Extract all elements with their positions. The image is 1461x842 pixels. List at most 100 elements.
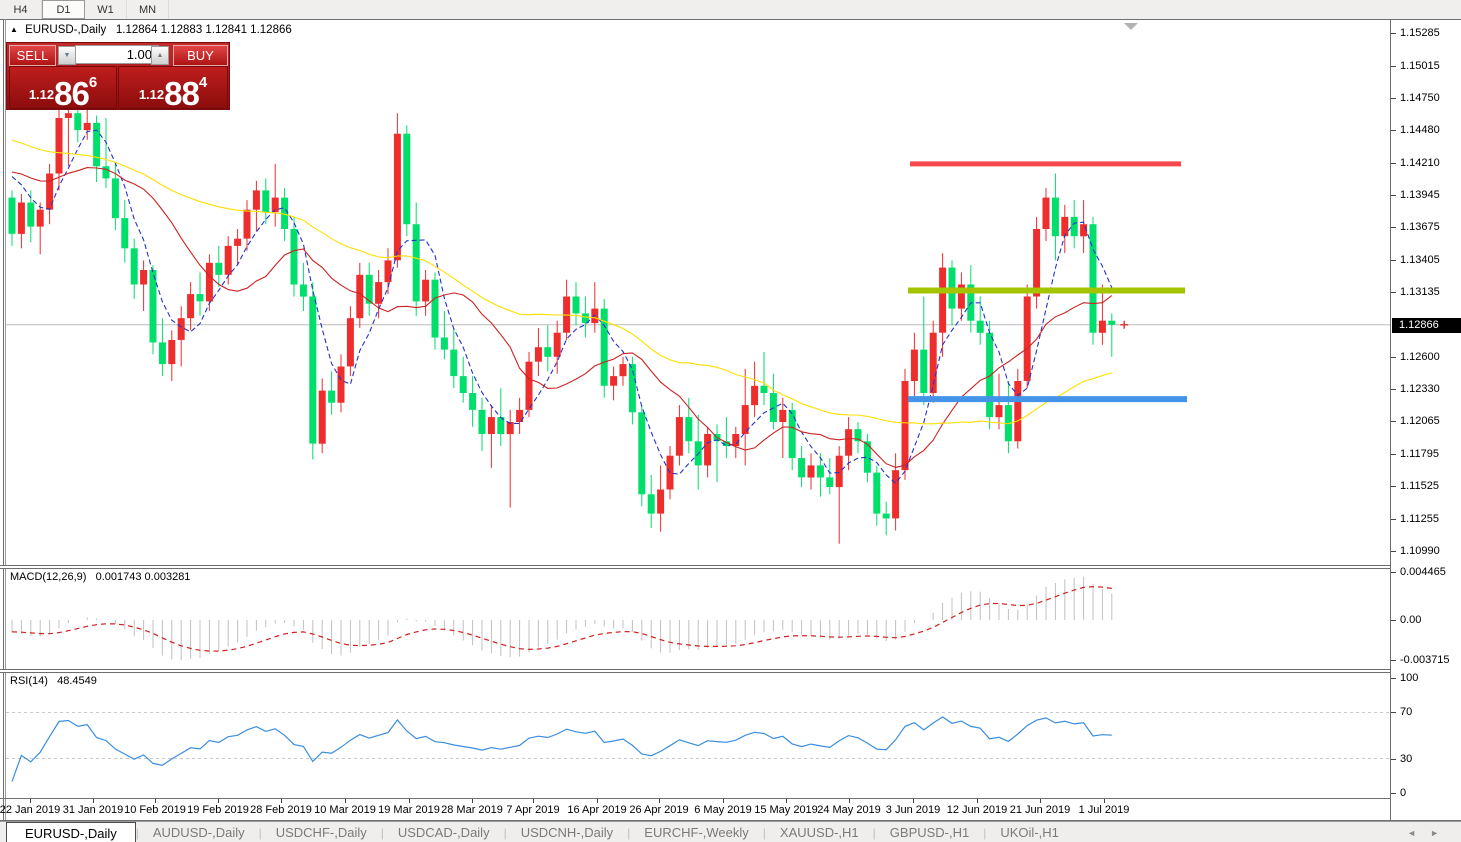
rsi-chart-canvas <box>6 712 1390 782</box>
candlestick-chart-canvas <box>6 101 1390 544</box>
chart-tab-usdcnh[interactable]: USDCNH-,Daily <box>520 825 614 840</box>
date-tick-label: 28 Feb 2019 <box>250 804 312 816</box>
price-scale[interactable]: 1.15285 1.15015 1.14750 1.14480 1.14210 1.139… <box>1390 20 1461 820</box>
date-tick-label: 24 May 2019 <box>817 804 881 816</box>
scroll-to-end-marker-icon[interactable] <box>1124 23 1138 30</box>
chart-tab-gbpusd[interactable]: GBPUSD-,H1 <box>889 825 970 840</box>
date-tick-label: 22 Jan 2019 <box>0 804 61 816</box>
tick-mark <box>1391 195 1396 196</box>
date-tick-label: 26 Apr 2019 <box>629 804 689 816</box>
tick-mark <box>1391 454 1396 455</box>
volume-increase-button[interactable]: ▲ <box>151 46 169 65</box>
collapse-panel-icon[interactable]: ▲ <box>10 25 18 34</box>
buy-price-big: 88 <box>164 74 200 112</box>
current-price-badge: 1.12866 <box>1392 318 1461 333</box>
price-tick-label: 1.12065 <box>1400 415 1440 427</box>
date-tick-label: 1 Jul 2019 <box>1078 804 1130 816</box>
price-tick-label: 1.10990 <box>1400 545 1440 557</box>
date-tick-mark <box>281 799 282 803</box>
chart-symbol-label: EURUSD-,Daily <box>25 24 107 36</box>
rsi-name: RSI(14) <box>10 675 48 687</box>
tick-mark <box>1391 260 1396 261</box>
macd-chart-canvas <box>11 576 1113 661</box>
tick-mark <box>1391 793 1396 794</box>
date-tick-mark <box>472 799 473 803</box>
date-tick-label: 21 Jun 2019 <box>1009 804 1071 816</box>
tick-mark <box>1391 712 1396 713</box>
date-tick-label: 3 Jun 2019 <box>885 804 941 816</box>
date-tick-label: 7 Apr 2019 <box>506 804 560 816</box>
tick-mark <box>1391 759 1396 760</box>
rsi-tick-label: 70 <box>1400 706 1413 718</box>
chart-tab-xauusd[interactable]: XAUUSD-,H1 <box>779 825 859 840</box>
chevron-down-icon: ▼ <box>63 52 71 59</box>
macd-values: 0.001743 0.003281 <box>95 571 191 583</box>
chevron-up-icon: ▲ <box>156 52 164 59</box>
macd-tick-label: 0.00 <box>1400 614 1422 626</box>
date-tick-label: 19 Mar 2019 <box>378 804 440 816</box>
one-click-trading-panel: SELL ▼ ▲ BUY 1.12 86 6 1.12 88 4 <box>6 42 230 110</box>
macd-label: MACD(12,26,9) 0.001743 0.003281 <box>10 571 190 583</box>
date-tick-mark <box>913 799 914 803</box>
tick-mark <box>1391 551 1396 552</box>
chart-tab-eurchf[interactable]: EURCHF-,Weekly <box>644 825 749 840</box>
date-tick-mark <box>659 799 660 803</box>
date-tick-mark <box>533 799 534 803</box>
pane-separator[interactable] <box>0 669 1390 673</box>
buy-quote-button[interactable]: 1.12 88 4 <box>118 66 228 112</box>
macd-tick-label: -0.003715 <box>1400 654 1450 666</box>
price-tick-label: 1.15285 <box>1400 27 1440 39</box>
chart-tab-eurusd[interactable]: EURUSD-,Daily <box>6 822 136 842</box>
chart-tab-usdcad[interactable]: USDCAD-,Daily <box>397 825 490 840</box>
rsi-label: RSI(14) 48.4549 <box>10 675 97 687</box>
rsi-tick-label: 100 <box>1400 672 1419 684</box>
timeframe-button-mn[interactable]: MN <box>127 0 169 19</box>
timeframe-button-d1[interactable]: D1 <box>42 0 85 19</box>
date-axis[interactable]: 22 Jan 2019 31 Jan 2019 10 Feb 2019 19 Feb … <box>0 799 1390 820</box>
chart-title: ▲ EURUSD-,Daily 1.12864 1.12883 1.12841 … <box>10 24 292 36</box>
tab-divider: | <box>380 825 384 840</box>
sell-price-pip: 6 <box>88 74 98 91</box>
timeframe-button-h4[interactable]: H4 <box>0 0 42 19</box>
date-tick-mark <box>1040 799 1041 803</box>
chart-tab-bar: EURUSD-,Daily | AUDUSD-,Daily | USDCHF-,Dail… <box>0 821 1461 842</box>
tab-scroll-right-icon[interactable]: ► <box>1430 827 1439 838</box>
sell-price-big: 86 <box>54 74 90 112</box>
tab-divider: | <box>762 825 766 840</box>
price-tick-label: 1.11795 <box>1400 448 1439 460</box>
tick-mark <box>1391 421 1396 422</box>
volume-input[interactable] <box>75 45 159 64</box>
chart-tab-usdchf[interactable]: USDCHF-,Daily <box>275 825 367 840</box>
date-tick-label: 10 Feb 2019 <box>124 804 186 816</box>
tick-mark <box>1391 572 1396 573</box>
tick-mark <box>1391 660 1396 661</box>
price-tick-label: 1.13135 <box>1400 286 1440 298</box>
tick-mark <box>1391 130 1396 131</box>
rsi-tick-label: 0 <box>1400 787 1407 799</box>
pane-separator[interactable] <box>0 565 1390 569</box>
tick-mark <box>1391 66 1396 67</box>
macd-name: MACD(12,26,9) <box>10 571 87 583</box>
price-tick-label: 1.14480 <box>1400 124 1440 136</box>
date-tick-mark <box>597 799 598 803</box>
timeframe-button-w1[interactable]: W1 <box>85 0 127 19</box>
buy-price-prefix: 1.12 <box>138 87 165 102</box>
chart-tab-audusd[interactable]: AUDUSD-,Daily <box>152 825 245 840</box>
price-chart-pane[interactable] <box>6 20 1390 565</box>
tab-divider: | <box>872 825 876 840</box>
tab-divider: | <box>503 825 507 840</box>
sell-button[interactable]: SELL <box>9 45 56 66</box>
tab-scroll-left-icon[interactable]: ◄ <box>1407 827 1417 838</box>
buy-button[interactable]: BUY <box>173 45 228 66</box>
tick-mark <box>1391 98 1396 99</box>
macd-indicator-pane <box>6 569 1390 669</box>
chart-tab-ukoil[interactable]: UKOil-,H1 <box>1000 825 1059 840</box>
date-tick-mark <box>30 799 31 803</box>
sell-quote-button[interactable]: 1.12 86 6 <box>9 66 117 112</box>
volume-decrease-button[interactable]: ▼ <box>58 46 76 65</box>
date-tick-mark <box>723 799 724 803</box>
tab-divider: | <box>135 825 139 840</box>
date-tick-mark <box>345 799 346 803</box>
macd-tick-label: 0.004465 <box>1400 566 1446 578</box>
